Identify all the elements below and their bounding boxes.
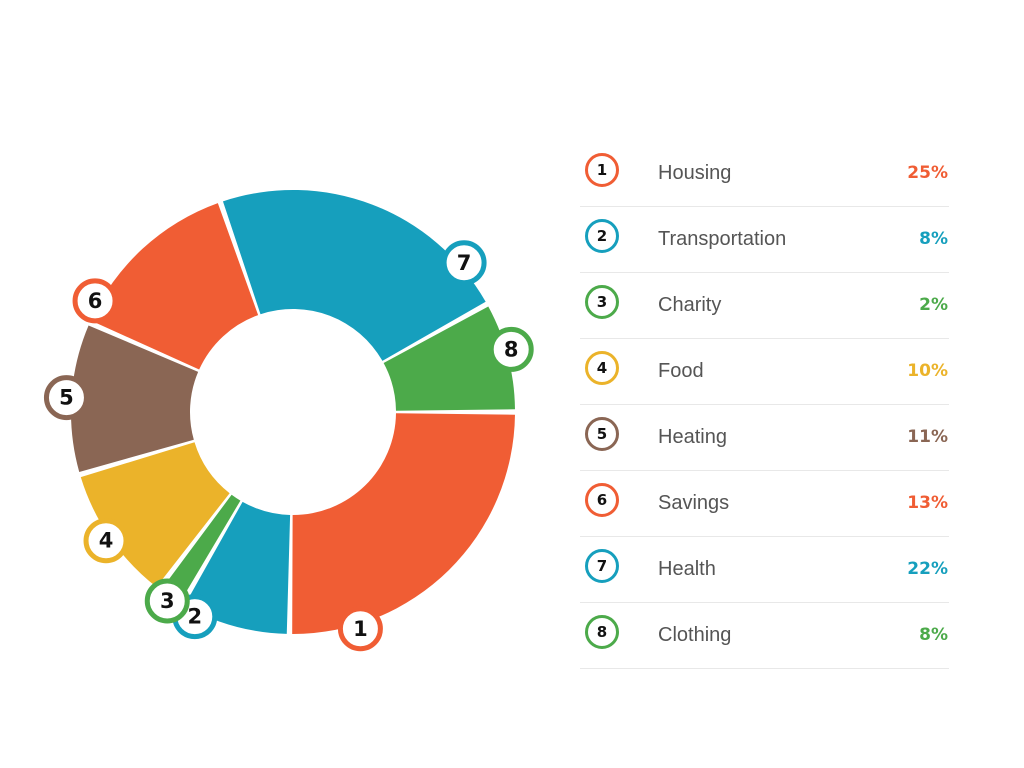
chart-legend: 1 Housing 25% 2 Transportation 8% 3 Charity 2% 4 F… xyxy=(580,141,949,669)
slice-marker-circle xyxy=(337,606,383,652)
donut-slice-food xyxy=(80,442,230,588)
slice-marker-7: 7 xyxy=(441,240,487,286)
legend-percentage: 22% xyxy=(907,559,948,579)
legend-item-transportation: 2 Transportation 8% xyxy=(580,207,949,273)
legend-number-badge: 8 xyxy=(585,615,619,649)
donut-slice-clothing xyxy=(383,306,515,411)
donut-slice-housing xyxy=(292,413,515,635)
legend-item-savings: 6 Savings 13% xyxy=(580,471,949,537)
legend-item-health: 7 Health 22% xyxy=(580,537,949,603)
donut-slice-health xyxy=(222,190,486,361)
slice-marker-number: 5 xyxy=(59,386,74,410)
legend-item-housing: 1 Housing 25% xyxy=(580,141,949,207)
legend-label: Food xyxy=(658,360,704,382)
legend-item-food: 4 Food 10% xyxy=(580,339,949,405)
slice-marker-5: 5 xyxy=(43,375,89,421)
slice-marker-number: 1 xyxy=(353,617,368,641)
legend-percentage: 8% xyxy=(919,625,948,645)
legend-item-charity: 3 Charity 2% xyxy=(580,273,949,339)
slice-marker-8: 8 xyxy=(488,326,534,372)
slice-marker-number: 7 xyxy=(457,251,472,275)
slice-marker-circle xyxy=(441,240,487,286)
slice-marker-4: 4 xyxy=(83,518,129,564)
legend-number-badge: 7 xyxy=(585,549,619,583)
legend-number-badge: 5 xyxy=(585,417,619,451)
slice-marker-circle xyxy=(43,375,89,421)
slice-marker-1: 1 xyxy=(337,606,383,652)
legend-label: Transportation xyxy=(658,228,787,250)
slice-marker-6: 6 xyxy=(72,278,118,324)
slice-marker-circle xyxy=(72,278,118,324)
legend-label: Savings xyxy=(658,492,730,514)
donut-slice-charity xyxy=(160,494,241,603)
slice-marker-circle xyxy=(144,578,190,624)
legend-percentage: 13% xyxy=(907,493,948,513)
slice-marker-circle xyxy=(488,326,534,372)
legend-percentage: 10% xyxy=(907,361,948,381)
slice-marker-3: 3 xyxy=(144,578,190,624)
legend-label: Health xyxy=(658,558,716,580)
legend-percentage: 2% xyxy=(919,295,948,315)
legend-number-badge: 4 xyxy=(585,351,619,385)
donut-slice-savings xyxy=(90,203,259,370)
legend-label: Clothing xyxy=(658,624,732,646)
slice-marker-circle xyxy=(83,518,129,564)
legend-number-badge: 1 xyxy=(585,153,619,187)
legend-percentage: 8% xyxy=(919,229,948,249)
donut-slice-heating xyxy=(70,325,199,472)
legend-item-heating: 5 Heating 11% xyxy=(580,405,949,471)
legend-number-badge: 3 xyxy=(585,285,619,319)
slice-marker-number: 6 xyxy=(88,289,103,313)
slice-marker-number: 8 xyxy=(504,337,519,361)
slice-marker-number: 3 xyxy=(160,589,175,613)
legend-label: Heating xyxy=(658,426,727,448)
legend-item-clothing: 8 Clothing 8% xyxy=(580,603,949,669)
legend-label: Housing xyxy=(658,162,732,184)
slice-marker-number: 2 xyxy=(187,605,202,629)
legend-number-badge: 6 xyxy=(585,483,619,517)
legend-percentage: 11% xyxy=(907,427,948,447)
legend-percentage: 25% xyxy=(907,163,948,183)
legend-label: Charity xyxy=(658,294,722,316)
slice-marker-number: 4 xyxy=(99,529,114,553)
legend-number-badge: 2 xyxy=(585,219,619,253)
